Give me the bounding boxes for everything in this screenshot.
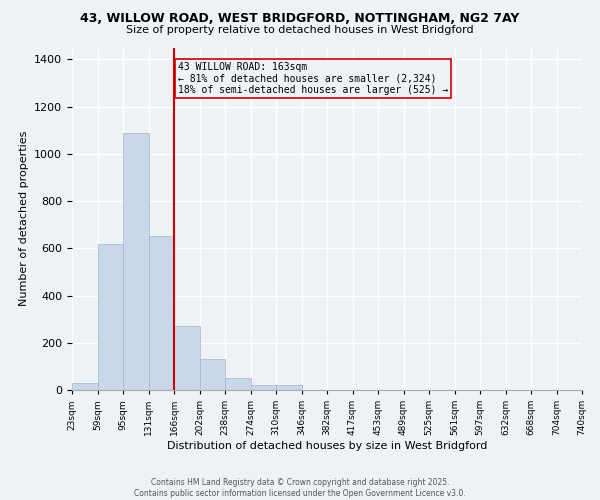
Bar bbox=[276, 386, 302, 390]
Text: Size of property relative to detached houses in West Bridgford: Size of property relative to detached ho… bbox=[126, 25, 474, 35]
Bar bbox=[72, 383, 97, 390]
Text: Contains HM Land Registry data © Crown copyright and database right 2025.
Contai: Contains HM Land Registry data © Crown c… bbox=[134, 478, 466, 498]
Bar bbox=[149, 236, 174, 390]
Text: 43 WILLOW ROAD: 163sqm
← 81% of detached houses are smaller (2,324)
18% of semi-: 43 WILLOW ROAD: 163sqm ← 81% of detached… bbox=[178, 62, 448, 95]
Bar bbox=[199, 360, 225, 390]
Bar bbox=[225, 378, 251, 390]
Bar bbox=[97, 244, 123, 390]
Bar bbox=[123, 132, 149, 390]
Bar bbox=[251, 386, 276, 390]
Y-axis label: Number of detached properties: Number of detached properties bbox=[19, 131, 29, 306]
Bar bbox=[174, 326, 199, 390]
X-axis label: Distribution of detached houses by size in West Bridgford: Distribution of detached houses by size … bbox=[167, 441, 487, 451]
Text: 43, WILLOW ROAD, WEST BRIDGFORD, NOTTINGHAM, NG2 7AY: 43, WILLOW ROAD, WEST BRIDGFORD, NOTTING… bbox=[80, 12, 520, 26]
